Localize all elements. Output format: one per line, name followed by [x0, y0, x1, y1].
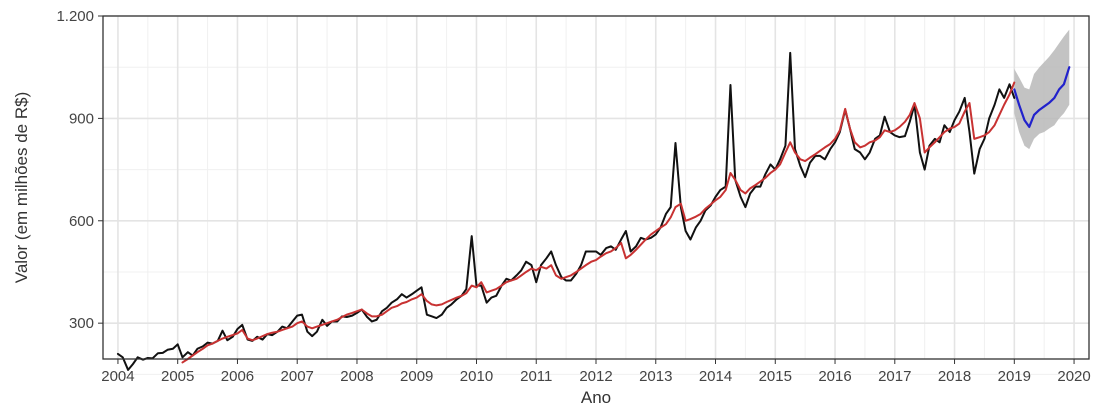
- y-tick-label: 900: [69, 110, 94, 127]
- x-tick-label: 2009: [400, 368, 433, 385]
- forecast-interval-band: [1014, 29, 1070, 150]
- series-line-fitted: [181, 81, 1016, 364]
- x-tick-label: 2018: [938, 368, 971, 385]
- series-lines: [116, 51, 1071, 371]
- y-tick-label: 300: [69, 315, 94, 332]
- x-tick-label: 2019: [998, 368, 1031, 385]
- x-tick-label: 2017: [878, 368, 911, 385]
- x-tick-label: 2007: [281, 368, 314, 385]
- x-tick-label: 2015: [759, 368, 792, 385]
- x-tick-label: 2014: [699, 368, 732, 385]
- y-axis-title: Valor (em milhões de R$): [12, 92, 31, 283]
- y-tick-label: 600: [69, 213, 94, 230]
- y-tick-label: 1.200: [56, 8, 94, 25]
- y-axis: 300 600 900 1.200: [56, 8, 103, 332]
- x-tick-label: 2010: [460, 368, 493, 385]
- x-tick-label: 2004: [101, 368, 134, 385]
- x-axis-title: Ano: [581, 388, 611, 407]
- x-tick-label: 2011: [520, 368, 552, 385]
- x-tick-label: 2012: [579, 368, 612, 385]
- x-tick-label: 2020: [1057, 368, 1090, 385]
- x-tick-label: 2013: [639, 368, 672, 385]
- x-tick-label: 2016: [818, 368, 851, 385]
- x-axis: 2004 2005 2006 2007 2008 2009 2010 2011 2012 2013…: [101, 359, 1091, 385]
- forecast-interval: [1014, 29, 1070, 150]
- x-tick-label: 2006: [221, 368, 254, 385]
- x-tick-label: 2008: [340, 368, 373, 385]
- grid: [103, 15, 1089, 375]
- x-tick-label: 2005: [161, 368, 194, 385]
- series-line-forecast: [1013, 66, 1071, 129]
